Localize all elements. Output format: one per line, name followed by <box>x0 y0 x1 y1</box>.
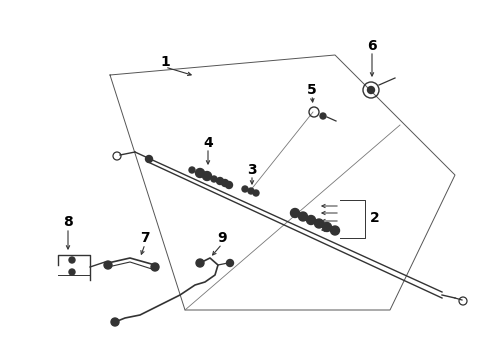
Circle shape <box>104 261 112 269</box>
Text: 3: 3 <box>247 163 257 177</box>
Text: 4: 4 <box>203 136 213 150</box>
Circle shape <box>217 177 223 185</box>
Circle shape <box>211 176 217 182</box>
Circle shape <box>196 168 204 177</box>
Circle shape <box>111 318 119 326</box>
Circle shape <box>307 216 316 225</box>
Circle shape <box>242 186 248 192</box>
Text: 8: 8 <box>63 215 73 229</box>
Circle shape <box>189 167 195 173</box>
Circle shape <box>196 259 204 267</box>
Circle shape <box>315 219 323 228</box>
Circle shape <box>291 208 299 217</box>
Text: 1: 1 <box>160 55 170 69</box>
Circle shape <box>226 260 234 266</box>
Circle shape <box>202 171 212 180</box>
Text: 5: 5 <box>307 83 317 97</box>
Text: 7: 7 <box>140 231 150 245</box>
Circle shape <box>225 181 232 189</box>
Circle shape <box>69 257 75 263</box>
Text: 6: 6 <box>367 39 377 53</box>
Circle shape <box>69 269 75 275</box>
Circle shape <box>322 222 332 231</box>
Circle shape <box>368 86 374 94</box>
Circle shape <box>248 188 254 194</box>
Text: 2: 2 <box>370 211 380 225</box>
Circle shape <box>151 263 159 271</box>
Circle shape <box>253 190 259 196</box>
Text: 9: 9 <box>217 231 227 245</box>
Circle shape <box>330 226 340 235</box>
Circle shape <box>221 180 228 186</box>
Circle shape <box>146 156 152 162</box>
Circle shape <box>320 113 326 119</box>
Circle shape <box>298 212 308 221</box>
